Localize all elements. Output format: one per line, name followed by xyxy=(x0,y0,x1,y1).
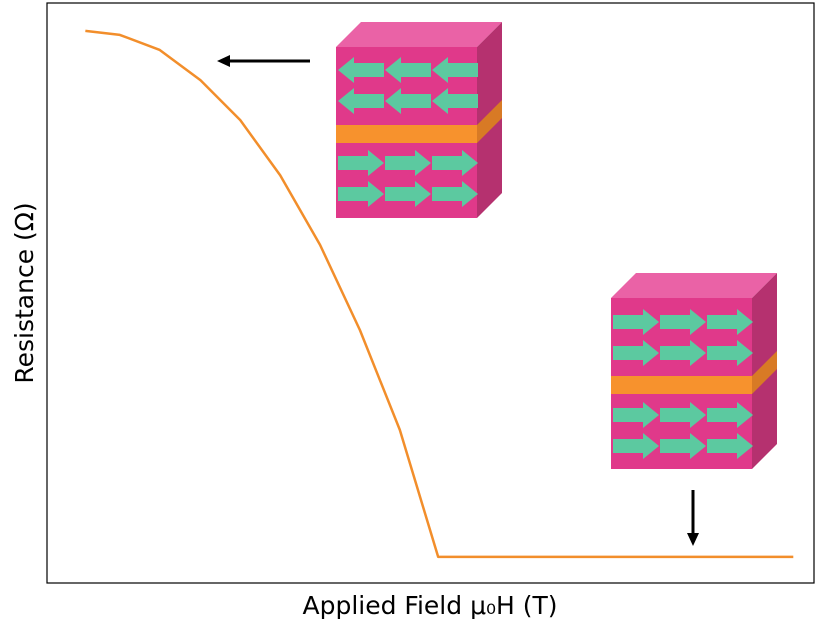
cube-parallel xyxy=(611,273,777,469)
x-axis-label: Applied Field μ₀H (T) xyxy=(302,591,557,620)
cube-antiparallel xyxy=(336,22,502,218)
page: Applied Field μ₀H (T) Resistance (Ω) (()… xyxy=(0,0,817,626)
chart: Applied Field μ₀H (T) Resistance (Ω) xyxy=(0,0,817,626)
y-axis-label: Resistance (Ω) xyxy=(10,202,39,383)
